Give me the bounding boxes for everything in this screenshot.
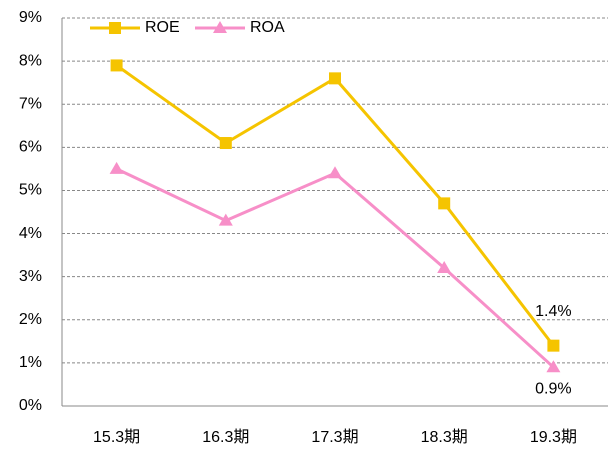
y-tick-label: 3% (19, 268, 42, 285)
legend-marker (109, 22, 121, 34)
y-tick-label: 6% (19, 139, 42, 156)
y-tick-label: 2% (19, 311, 42, 328)
x-tick-label: 16.3期 (202, 428, 249, 446)
x-tick-label: 17.3期 (311, 428, 358, 446)
data-label: 0.9% (535, 380, 571, 397)
legend-label: ROE (145, 19, 180, 36)
point-marker (546, 360, 561, 373)
data-label: 1.4% (535, 303, 571, 320)
point-marker (109, 161, 124, 174)
point-marker (329, 72, 341, 85)
y-tick-label: 5% (19, 182, 42, 199)
point-marker (547, 339, 560, 352)
point-marker (437, 261, 452, 274)
point-marker (438, 197, 451, 210)
legend-label: ROA (250, 19, 285, 36)
x-tick-label: 18.3期 (421, 428, 468, 446)
point-marker (110, 59, 123, 72)
point-marker (219, 137, 232, 150)
y-tick-label: 8% (19, 52, 42, 69)
y-tick-label: 0% (19, 397, 42, 414)
point-marker (218, 213, 233, 226)
y-tick-label: 1% (19, 354, 42, 371)
x-tick-label: 19.3期 (530, 428, 577, 446)
x-tick-label: 15.3期 (93, 428, 140, 446)
legend-marker (213, 21, 227, 33)
y-tick-label: 7% (19, 95, 42, 112)
point-marker (328, 166, 342, 179)
y-tick-label: 4% (19, 225, 42, 242)
series-line (115, 167, 555, 369)
series-line (115, 64, 555, 347)
y-tick-label: 9% (19, 9, 42, 26)
